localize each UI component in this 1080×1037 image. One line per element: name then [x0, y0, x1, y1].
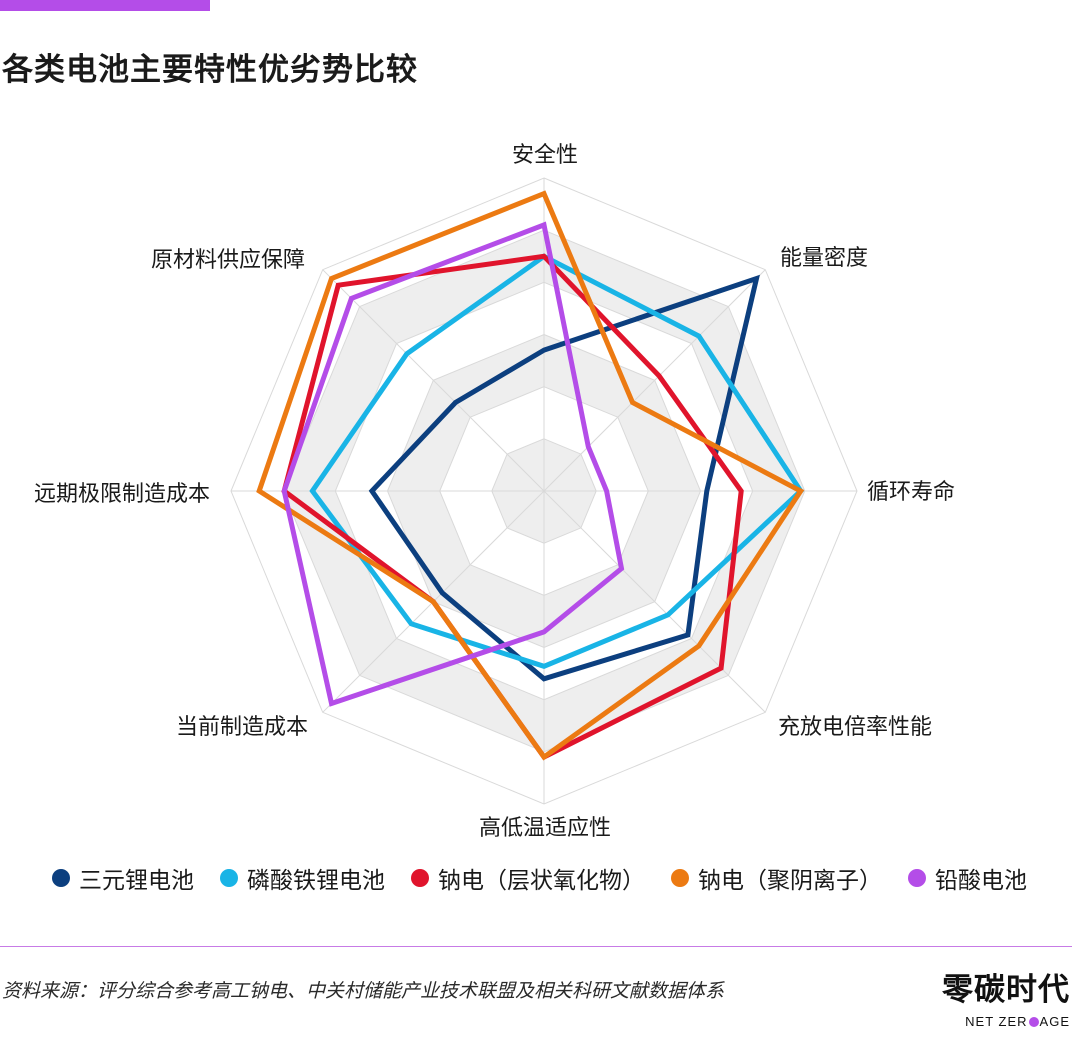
legend-label: 磷酸铁锂电池 [247, 868, 385, 894]
logo-en-right: AGE [1039, 1014, 1070, 1029]
legend-item: 铅酸电池 [908, 861, 1027, 895]
legend-item: 三元锂电池 [52, 861, 194, 895]
axis-label: 充放电倍率性能 [778, 715, 932, 740]
legend-dot-icon [220, 869, 238, 887]
series-layer [256, 190, 805, 761]
legend-item: 钠电（层状氧化物） [411, 861, 645, 895]
axis-spokes [231, 178, 857, 804]
axis-spoke [543, 490, 766, 713]
legend-dot-icon [52, 869, 70, 887]
legend-dot-icon [411, 869, 429, 887]
legend-item: 磷酸铁锂电池 [220, 861, 385, 895]
axis-spoke [543, 269, 766, 492]
series-line [309, 253, 804, 669]
logo-en-left: NET ZER [965, 1014, 1028, 1029]
accent-bar [0, 0, 210, 11]
axis-label: 高低温适应性 [479, 816, 611, 841]
footer-divider [0, 946, 1072, 947]
series-line [281, 221, 625, 707]
legend-dot-icon [908, 869, 926, 887]
axis-label: 能量密度 [780, 246, 868, 271]
axis-label: 安全性 [512, 143, 578, 168]
logo-dot-icon [1028, 1016, 1039, 1027]
legend-label: 铅酸电池 [935, 868, 1027, 894]
axis-label: 循环寿命 [867, 480, 955, 505]
legend-label: 三元锂电池 [79, 868, 194, 894]
legend: 三元锂电池 磷酸铁锂电池 钠电（层状氧化物） 钠电（聚阴离子） 铅酸电池 [52, 860, 1053, 896]
axis-label: 当前制造成本 [176, 715, 308, 740]
logo-cn: 零碳时代 [942, 972, 1070, 1008]
source-note: 资料来源：评分综合参考高工钠电、中关村储能产业技术联盟及相关科研文献数据体系 [2, 980, 725, 1002]
axis-label: 原材料供应保障 [151, 248, 305, 273]
legend-dot-icon [671, 869, 689, 887]
chart-title: 各类电池主要特性优劣势比较 [2, 52, 418, 88]
axis-label: 远期极限制造成本 [34, 482, 210, 507]
legend-label: 钠电（层状氧化物） [438, 868, 645, 894]
logo: 零碳时代 NET ZER AGE [942, 972, 1070, 1029]
logo-en: NET ZER AGE [942, 1014, 1070, 1029]
axis-spoke [322, 269, 545, 492]
legend-item: 钠电（聚阴离子） [671, 861, 882, 895]
series-line [256, 190, 805, 761]
series-line [368, 274, 760, 682]
legend-label: 钠电（聚阴离子） [698, 868, 882, 894]
